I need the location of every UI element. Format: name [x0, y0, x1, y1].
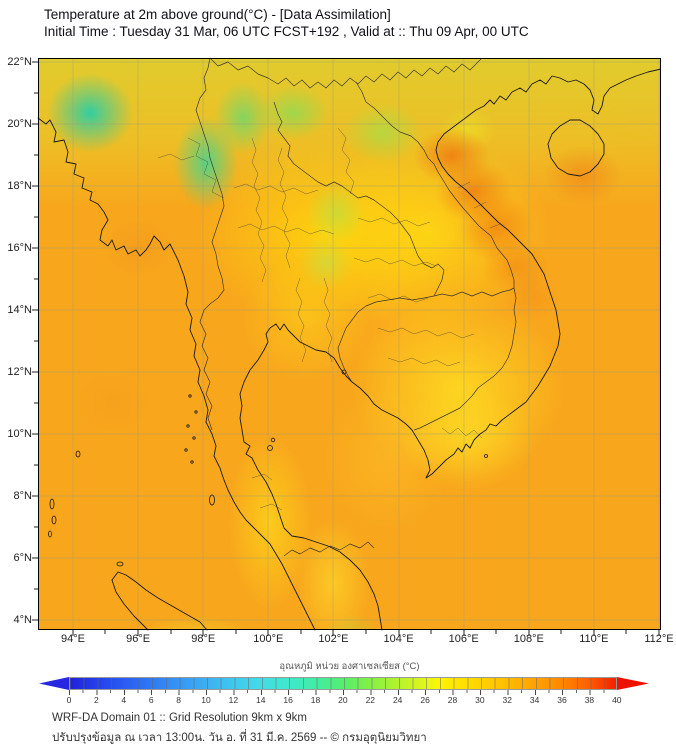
domain-info: WRF-DA Domain 01 :: Grid Resolution 9km …	[52, 712, 307, 724]
map-frame-border	[38, 58, 661, 630]
page-subtitle: Initial Time : Tuesday 31 Mar, 06 UTC FC…	[44, 24, 529, 39]
colorbar-low-arrow	[39, 677, 69, 690]
axis-ticks	[32, 61, 660, 636]
colorbar-label: อุณหภูมิ หน่วย องศาเซลเซียส (°C)	[279, 661, 420, 672]
colorbar-tick-labels: 0 2 4 6 8 10 12 14 16 18 20 22 24 26 28 30 32 34 36 38 40	[66, 695, 622, 705]
country-borders	[195, 58, 517, 557]
colorbar-high-arrow	[617, 677, 649, 690]
colorbar-ticks	[69, 690, 617, 695]
longitude-axis: 94°E 96°E 98°E 100°E 102°E 104°E 106°E 108°E 110…	[61, 633, 674, 645]
temperature-map	[32, 58, 661, 636]
graticule-grid	[38, 58, 661, 630]
map-overlay	[32, 58, 661, 636]
province-borders	[157, 127, 501, 511]
islands	[48, 369, 488, 567]
colorbar-gradient	[69, 677, 617, 690]
page-title: Temperature at 2m above ground(°C) - [Da…	[44, 7, 391, 22]
latitude-axis: 22°N 20°N 18°N 16°N 14°N 12°N 10°N 8°N 6°N 4°N	[7, 56, 32, 626]
coastline	[37, 68, 661, 631]
temperature-field	[38, 58, 661, 630]
colorbar: 0 2 4 6 8 10 12 14 16 18 20 22 24 26 28 30 32 34 36 38 40	[38, 677, 661, 707]
update-info: ปรับปรุงข้อมูล ณ เวลา 13:00น. วัน อ. ที่…	[52, 732, 427, 744]
